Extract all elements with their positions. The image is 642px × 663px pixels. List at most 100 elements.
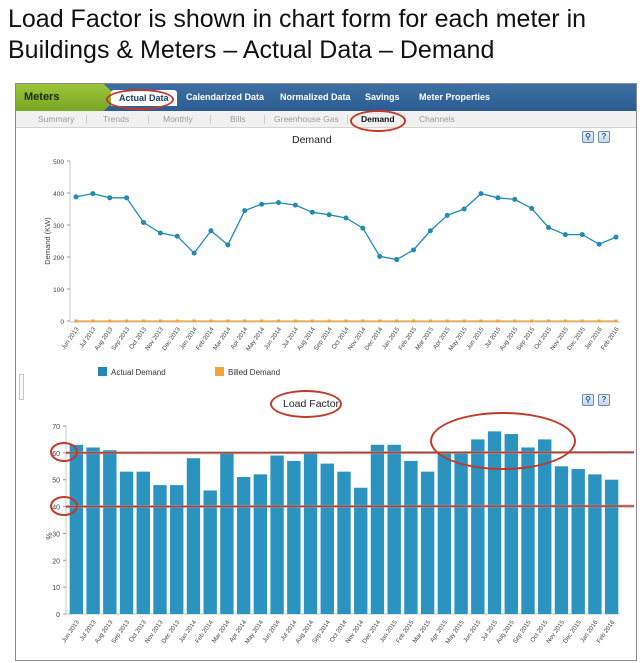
actual-demand-point xyxy=(546,225,551,231)
tab-normalized-data[interactable]: Normalized Data xyxy=(280,92,351,102)
actual-demand-point xyxy=(174,233,180,239)
tab-meter-properties[interactable]: Meter Properties xyxy=(419,92,491,102)
actual-demand-point xyxy=(292,202,298,208)
actual-demand-point xyxy=(90,191,96,197)
actual-demand-point xyxy=(309,209,315,215)
load-factor-bar xyxy=(287,460,301,614)
subtab-trends[interactable]: Trends xyxy=(103,114,130,124)
y-tick-label: 300 xyxy=(53,223,64,230)
reference-line-40 xyxy=(65,505,635,508)
actual-demand-point xyxy=(579,232,585,238)
help-icon[interactable]: ? xyxy=(598,394,610,406)
billed-demand-point xyxy=(260,319,264,323)
x-tick-label: Jun 2015 xyxy=(465,326,486,351)
load-factor-bar xyxy=(270,455,284,614)
y-tick-label: 50 xyxy=(52,478,60,485)
subtab-demand[interactable]: Demand xyxy=(361,114,395,124)
actual-demand-point xyxy=(360,225,366,231)
y-tick-label: 0 xyxy=(60,319,64,326)
y-tick-label: 20 xyxy=(52,558,60,565)
load-factor-bar xyxy=(538,439,552,614)
billed-demand-point xyxy=(327,319,331,323)
load-factor-bar xyxy=(86,447,100,614)
actual-demand-line xyxy=(75,192,617,261)
billed-demand-point xyxy=(310,319,314,323)
billed-demand-point xyxy=(125,319,129,323)
actual-demand-point xyxy=(157,230,163,236)
sub-navigation: Summary Trends Monthly Bills Greenhouse … xyxy=(16,111,636,128)
billed-demand-point xyxy=(378,319,382,323)
y-tick-label: 200 xyxy=(53,255,64,262)
magnifier-icon[interactable]: ⚲ xyxy=(582,394,594,406)
billed-demand-point xyxy=(530,319,534,323)
load-factor-bar xyxy=(370,444,385,614)
load-factor-bar xyxy=(253,474,268,614)
legend-swatch-billed xyxy=(215,367,224,376)
load-factor-bar xyxy=(387,444,401,614)
actual-demand-point xyxy=(394,257,400,263)
actual-demand-point xyxy=(495,195,501,201)
load-factor-bar xyxy=(504,434,518,614)
load-factor-bar xyxy=(604,479,619,614)
x-tick-label: Jun 2014 xyxy=(261,619,282,644)
subtab-monthly[interactable]: Monthly xyxy=(163,114,193,124)
billed-demand-point xyxy=(395,319,399,323)
load-factor-bar xyxy=(103,450,117,614)
subtab-bills[interactable]: Bills xyxy=(230,114,246,124)
legend-swatch-actual xyxy=(98,367,107,376)
slide-title: Load Factor is shown in chart form for e… xyxy=(8,5,587,64)
magnifier-icon[interactable]: ⚲ xyxy=(582,131,594,143)
billed-demand-point xyxy=(158,319,162,323)
actual-demand-point xyxy=(208,228,214,234)
billed-demand-point xyxy=(547,319,550,323)
y-tick-label: 60 xyxy=(52,451,60,458)
actual-demand-point xyxy=(242,208,248,214)
load-factor-bar xyxy=(571,468,585,614)
billed-demand-point xyxy=(226,319,230,323)
billed-demand-point xyxy=(597,319,601,323)
actual-demand-point xyxy=(478,191,484,197)
billed-demand-point xyxy=(462,319,466,323)
load-factor-bar xyxy=(487,431,502,614)
y-tick-label: 400 xyxy=(53,191,64,198)
billed-demand-point xyxy=(614,319,618,323)
actual-demand-point xyxy=(596,241,602,247)
tab-calendarized-data[interactable]: Calendarized Data xyxy=(186,92,265,102)
meters-brand-tab[interactable]: Meters xyxy=(16,84,118,111)
load-factor-bar xyxy=(454,452,468,614)
billed-demand-point xyxy=(496,319,500,323)
subnav-divider xyxy=(148,115,149,124)
load-factor-bar xyxy=(236,477,251,614)
tab-actual-data[interactable]: Actual Data xyxy=(111,90,177,106)
billed-demand-point xyxy=(142,319,145,323)
billed-demand-point xyxy=(580,319,584,323)
tab-savings[interactable]: Savings xyxy=(365,92,400,102)
subnav-divider xyxy=(404,115,405,124)
panel-resize-handle[interactable] xyxy=(19,374,24,400)
legend-billed-demand[interactable]: Billed Demand xyxy=(215,367,280,377)
billed-demand-point xyxy=(192,319,196,323)
load-factor-bar xyxy=(420,471,435,614)
billed-demand-point xyxy=(243,319,247,323)
subtab-summary[interactable]: Summary xyxy=(38,114,75,124)
subtab-greenhouse-gas[interactable]: Greenhouse Gas xyxy=(274,114,339,124)
actual-demand-point xyxy=(326,212,332,218)
y-tick-label: 10 xyxy=(52,585,60,592)
actual-demand-point xyxy=(377,253,383,259)
legend-actual-demand[interactable]: Actual Demand xyxy=(98,367,166,377)
y-axis-label: % xyxy=(45,532,54,539)
subtab-channels[interactable]: Channels xyxy=(419,114,455,124)
y-tick-label: 70 xyxy=(52,424,60,431)
x-tick-label: Feb 2016 xyxy=(600,326,621,352)
billed-demand-point xyxy=(563,319,567,323)
billed-demand-point xyxy=(175,319,179,323)
y-axis-label: Demand (KW) xyxy=(43,217,52,265)
load-factor-bar xyxy=(303,452,318,614)
y-tick-label: 100 xyxy=(53,287,64,294)
load-factor-bar xyxy=(69,444,84,614)
meters-app-window: Meters Actual Data Calendarized Data Nor… xyxy=(15,83,637,661)
actual-demand-point xyxy=(427,228,433,234)
help-icon[interactable]: ? xyxy=(598,131,610,143)
load-factor-bar xyxy=(186,458,201,614)
actual-demand-point xyxy=(107,195,113,201)
